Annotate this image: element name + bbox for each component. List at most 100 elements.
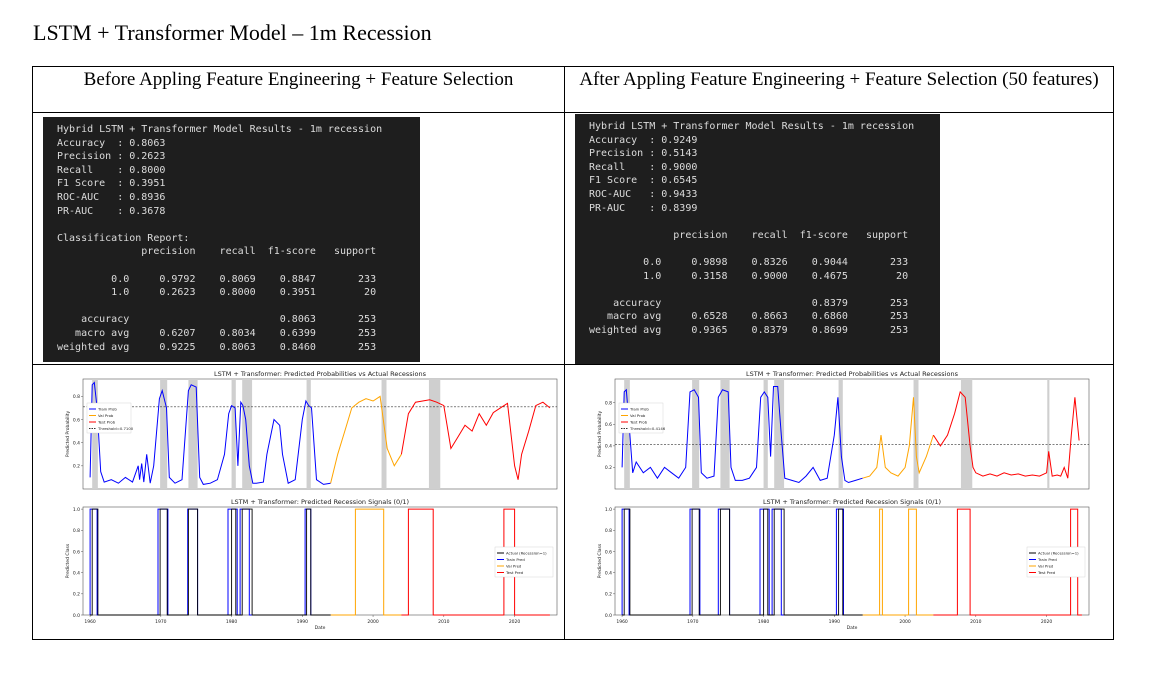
blank-line bbox=[589, 242, 940, 256]
recession-band bbox=[960, 379, 973, 489]
y-tick-label: 0.4 bbox=[73, 570, 80, 576]
blank-line bbox=[57, 218, 420, 232]
report-row: macro avg 0.6207 0.8034 0.6399 253 bbox=[57, 327, 377, 339]
legend-box bbox=[494, 546, 554, 578]
legend-entry: Test Pred bbox=[505, 570, 524, 575]
metric-line: Precision : 0.2623 bbox=[57, 151, 166, 163]
chart-title: LSTM + Transformer: Predicted Probabilit… bbox=[746, 370, 959, 378]
y-tick-label: 0.6 bbox=[73, 549, 80, 555]
blank-line bbox=[57, 259, 420, 273]
y-tick-label: 0.8 bbox=[73, 528, 80, 534]
x-tick-label: 1970 bbox=[155, 619, 167, 625]
results-heading: Hybrid LSTM + Transformer Model Results … bbox=[57, 124, 383, 135]
y-tick-label: 0.0 bbox=[605, 613, 612, 619]
legend-entry: Test Prob bbox=[629, 420, 648, 425]
metric-line: F1 Score : 0.3951 bbox=[57, 178, 166, 190]
x-tick-label: 1980 bbox=[226, 619, 238, 625]
recession-band bbox=[720, 379, 730, 489]
x-tick-label: 1960 bbox=[84, 619, 96, 625]
legend-entry: Val Pred bbox=[506, 564, 522, 569]
legend-entry: Train Prob bbox=[97, 407, 117, 412]
plot-cell-before: LSTM + Transformer: Predicted Probabilit… bbox=[32, 364, 565, 640]
legend-entry: Train Pred bbox=[1037, 557, 1057, 562]
metric-line: ROC-AUC : 0.9433 bbox=[589, 188, 698, 200]
legend-entry: Train Pred bbox=[505, 557, 525, 562]
blank-line bbox=[589, 215, 940, 229]
metric-line: PR-AUC : 0.3678 bbox=[57, 205, 166, 217]
chart-title: LSTM + Transformer: Predicted Probabilit… bbox=[214, 370, 427, 378]
x-tick-label: 1990 bbox=[297, 619, 309, 625]
y-tick-label: 1.0 bbox=[605, 507, 612, 513]
report-row: 1.0 0.2623 0.8000 0.3951 20 bbox=[57, 287, 377, 299]
y-tick-label: 1.0 bbox=[73, 507, 80, 513]
plot-frame bbox=[82, 506, 558, 616]
results-heading: Hybrid LSTM + Transformer Model Results … bbox=[589, 121, 915, 132]
recession-band bbox=[92, 379, 98, 489]
recession-band bbox=[188, 379, 198, 489]
chart-title: LSTM + Transformer: Predicted Recession … bbox=[231, 498, 409, 506]
plot-cell-after: LSTM + Transformer: Predicted Probabilit… bbox=[564, 364, 1114, 640]
results-terminal-after: Hybrid LSTM + Transformer Model Results … bbox=[575, 114, 940, 364]
chart-title: LSTM + Transformer: Predicted Recession … bbox=[763, 498, 941, 506]
plot-frame bbox=[82, 378, 558, 490]
metric-line: Recall : 0.8000 bbox=[57, 164, 166, 176]
column-header-before: Before Appling Feature Engineering + Fea… bbox=[32, 66, 565, 113]
x-tick-label: 1990 bbox=[829, 619, 841, 625]
series-line-val-pred bbox=[330, 508, 402, 616]
metric-line: Recall : 0.9000 bbox=[589, 161, 698, 173]
y-tick-label: 0.4 bbox=[73, 440, 80, 446]
y-tick-label: 0.2 bbox=[605, 465, 612, 471]
metric-line: Precision : 0.5143 bbox=[589, 148, 698, 160]
legend-entry: Actual (Recession=1) bbox=[1038, 551, 1079, 556]
x-tick-label: 2020 bbox=[1041, 619, 1053, 625]
report-row: macro avg 0.6528 0.8663 0.6860 253 bbox=[589, 311, 909, 323]
recession-band bbox=[913, 379, 919, 489]
recession-band bbox=[160, 379, 168, 489]
x-axis-label: Date bbox=[315, 625, 326, 631]
x-tick-label: 2010 bbox=[438, 619, 450, 625]
report-row: weighted avg 0.9225 0.8063 0.8460 253 bbox=[57, 341, 377, 353]
metric-line: PR-AUC : 0.8399 bbox=[589, 202, 698, 214]
y-tick-label: 0.0 bbox=[73, 613, 80, 619]
y-tick-label: 0.8 bbox=[605, 528, 612, 534]
x-tick-label: 2010 bbox=[970, 619, 982, 625]
column-header-after: After Appling Feature Engineering + Feat… bbox=[564, 66, 1114, 113]
series-line-actual bbox=[90, 508, 331, 616]
y-tick-label: 0.8 bbox=[73, 394, 80, 400]
report-row: weighted avg 0.9365 0.8379 0.8699 253 bbox=[589, 324, 909, 336]
metric-line: Accuracy : 0.8063 bbox=[57, 137, 166, 149]
series-line-val-pred bbox=[862, 508, 934, 616]
report-header-row: precision recall f1-score support bbox=[589, 229, 909, 241]
results-terminal-before: Hybrid LSTM + Transformer Model Results … bbox=[43, 117, 420, 362]
document-title: LSTM + Transformer Model – 1m Recession bbox=[33, 20, 432, 45]
report-heading: Classification Report: bbox=[57, 232, 190, 244]
legend: Actual (Recession=1)Train Pred Val PredTe… bbox=[494, 546, 554, 578]
report-header-row: precision recall f1-score support bbox=[57, 246, 377, 258]
comparison-table: Before Appling Feature Engineering + Fea… bbox=[32, 66, 1114, 640]
blank-line bbox=[57, 300, 420, 314]
x-tick-label: 1960 bbox=[616, 619, 628, 625]
recession-band bbox=[774, 379, 785, 489]
y-tick-label: 0.6 bbox=[605, 422, 612, 428]
recession-band bbox=[306, 379, 311, 489]
legend-box bbox=[1026, 546, 1086, 578]
legend-entry: Threshold=0.4146 bbox=[629, 426, 666, 431]
metric-line: Accuracy : 0.9249 bbox=[589, 134, 698, 146]
plot-frame bbox=[614, 506, 1090, 616]
series-line-actual bbox=[622, 508, 863, 616]
x-tick-label: 1970 bbox=[687, 619, 699, 625]
recession-band bbox=[624, 379, 630, 489]
x-tick-label: 1980 bbox=[758, 619, 770, 625]
y-axis-label: Predicted Class bbox=[597, 543, 603, 578]
plot-frame bbox=[614, 378, 1090, 490]
legend-entry: Val Pred bbox=[1038, 564, 1054, 569]
report-row: accuracy 0.8063 253 bbox=[57, 314, 377, 326]
recession-band bbox=[1047, 379, 1050, 489]
report-row: 0.0 0.9898 0.8326 0.9044 233 bbox=[589, 256, 909, 268]
results-cell-before: Hybrid LSTM + Transformer Model Results … bbox=[32, 112, 565, 365]
x-tick-label: 2000 bbox=[899, 619, 911, 625]
x-tick-label: 2020 bbox=[509, 619, 521, 625]
y-axis-label: Predicted Probability bbox=[597, 410, 603, 457]
y-tick-label: 0.8 bbox=[605, 401, 612, 407]
